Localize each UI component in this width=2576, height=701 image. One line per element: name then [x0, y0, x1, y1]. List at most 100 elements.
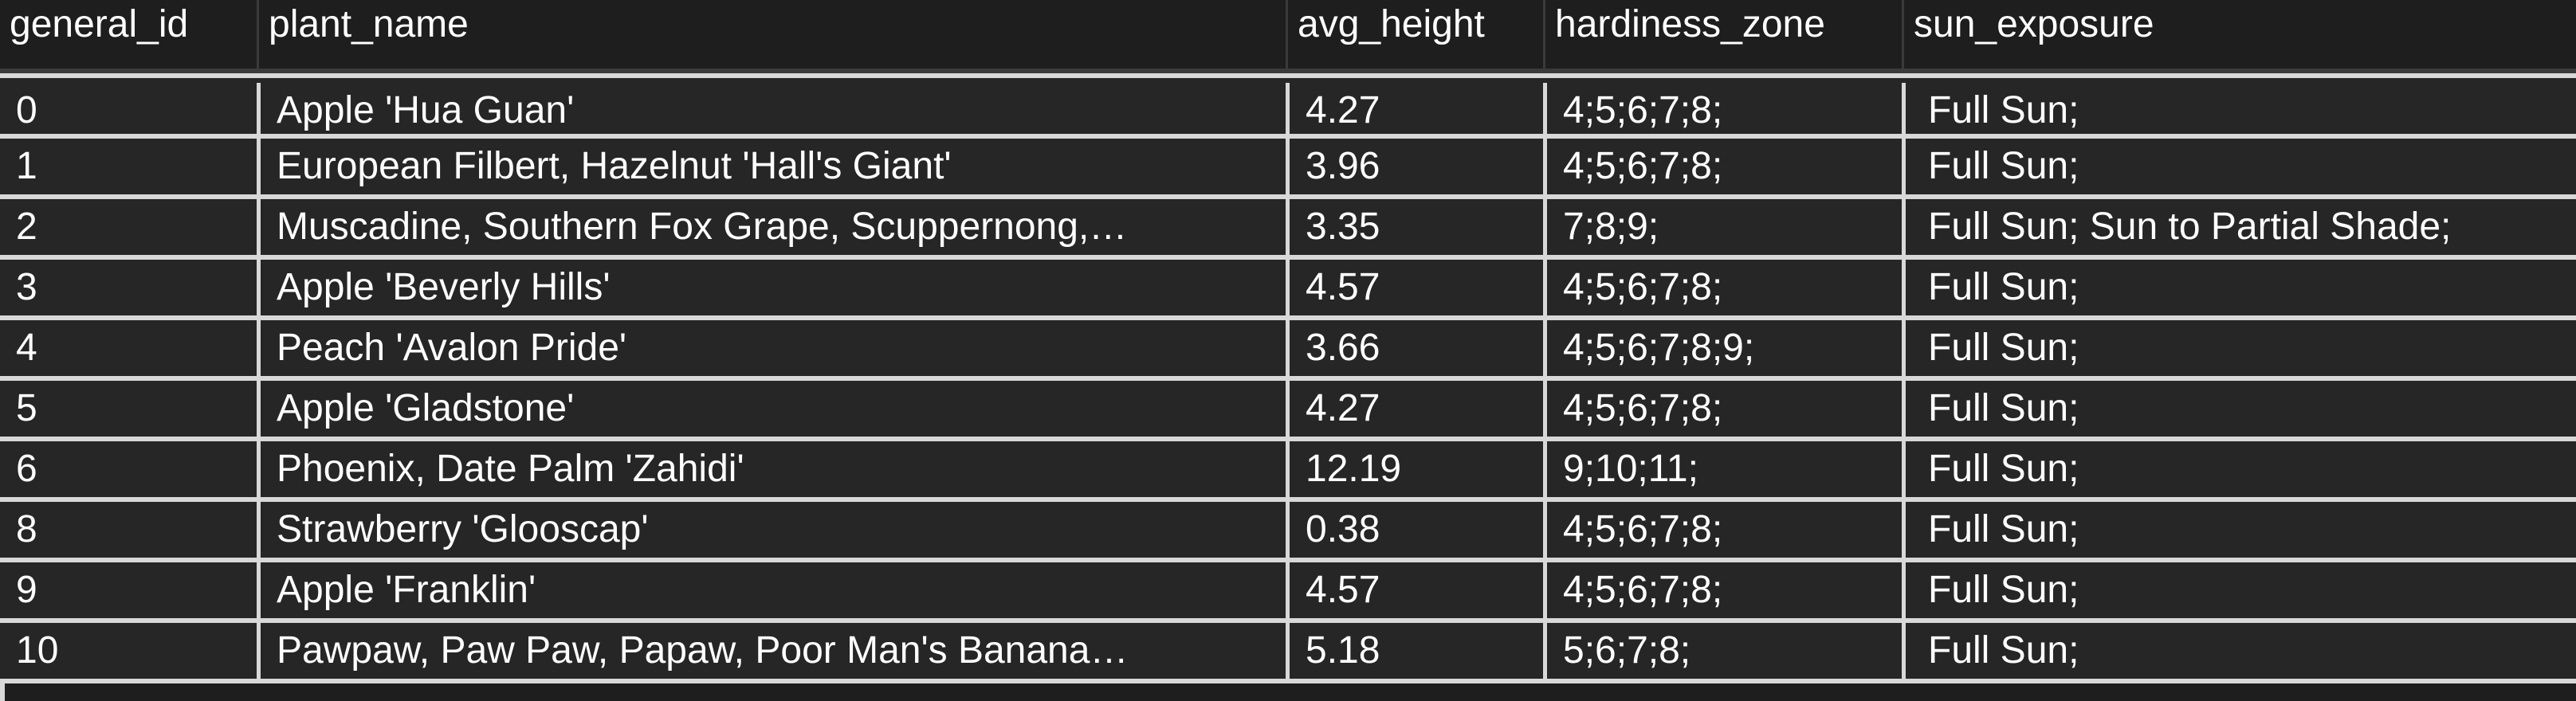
- column-divider[interactable]: [1543, 0, 1545, 69]
- table-row[interactable]: 4 Peach 'Avalon Pride' 3.66 4;5;6;7;8;9; Ful…: [0, 320, 2576, 381]
- cell-sun-exposure[interactable]: Full Sun;: [1928, 327, 2079, 369]
- cell-general-id[interactable]: 5: [16, 387, 37, 429]
- cell-divider: [1286, 320, 1290, 376]
- cell-divider: [1286, 139, 1290, 194]
- cell-divider: [1543, 562, 1547, 618]
- cell-divider: [1543, 320, 1547, 376]
- table-row[interactable]: 0 Apple 'Hua Guan' 4.27 4;5;6;7;8; Full Sun;: [0, 73, 2576, 139]
- cell-avg-height[interactable]: 5.18: [1306, 629, 1380, 672]
- cell-avg-height[interactable]: 3.66: [1306, 327, 1380, 369]
- cell-sun-exposure[interactable]: Full Sun;: [1928, 629, 2079, 672]
- column-divider[interactable]: [1286, 0, 1288, 69]
- cell-divider: [1902, 562, 1906, 618]
- cell-general-id[interactable]: 9: [16, 569, 37, 611]
- cell-plant-name[interactable]: European Filbert, Hazelnut 'Hall's Giant…: [277, 145, 952, 187]
- cell-divider: [1286, 199, 1290, 255]
- cell-divider: [1286, 562, 1290, 618]
- cell-plant-name[interactable]: Phoenix, Date Palm 'Zahidi': [277, 448, 744, 490]
- cell-plant-name[interactable]: Strawberry 'Glooscap': [277, 508, 649, 550]
- cell-avg-height[interactable]: 12.19: [1306, 448, 1402, 490]
- cell-avg-height[interactable]: 0.38: [1306, 508, 1380, 550]
- cell-sun-exposure[interactable]: Full Sun;: [1928, 387, 2079, 429]
- cell-general-id[interactable]: 3: [16, 266, 37, 308]
- table-row[interactable]: 2 Muscadine, Southern Fox Grape, Scuppern…: [0, 199, 2576, 260]
- cell-divider: [1286, 260, 1290, 315]
- cell-divider: [1286, 381, 1290, 437]
- cell-divider: [1902, 260, 1906, 315]
- cell-divider: [257, 562, 261, 618]
- cell-sun-exposure[interactable]: Full Sun; Sun to Partial Shade;: [1928, 206, 2452, 248]
- cell-avg-height[interactable]: 3.35: [1306, 206, 1380, 248]
- column-header-plant-name[interactable]: plant_name: [269, 3, 469, 45]
- cell-plant-name[interactable]: Peach 'Avalon Pride': [277, 327, 627, 369]
- cell-general-id[interactable]: 4: [16, 327, 37, 369]
- cell-sun-exposure[interactable]: Full Sun;: [1928, 448, 2079, 490]
- cell-divider: [1902, 139, 1906, 194]
- table-row[interactable]: 8 Strawberry 'Glooscap' 0.38 4;5;6;7;8; Full…: [0, 502, 2576, 562]
- cell-sun-exposure[interactable]: Full Sun;: [1928, 145, 2079, 187]
- cell-general-id[interactable]: 10: [16, 629, 59, 672]
- column-divider[interactable]: [257, 0, 259, 69]
- cell-plant-name[interactable]: Apple 'Gladstone': [277, 387, 575, 429]
- column-header-avg-height[interactable]: avg_height: [1298, 3, 1485, 45]
- cell-hardiness-zone[interactable]: 9;10;11;: [1563, 448, 1698, 490]
- column-divider[interactable]: [1902, 0, 1904, 69]
- cell-sun-exposure[interactable]: Full Sun;: [1928, 89, 2079, 131]
- table-row[interactable]: 5 Apple 'Gladstone' 4.27 4;5;6;7;8; Full Sun…: [0, 381, 2576, 441]
- cell-hardiness-zone[interactable]: 4;5;6;7;8;: [1563, 89, 1723, 131]
- cell-general-id[interactable]: 0: [16, 89, 37, 131]
- cell-avg-height[interactable]: 4.57: [1306, 266, 1380, 308]
- cell-avg-height[interactable]: 4.57: [1306, 569, 1380, 611]
- table-row[interactable]: 9 Apple 'Franklin' 4.57 4;5;6;7;8; Full Sun;: [0, 562, 2576, 623]
- cell-plant-name[interactable]: Pawpaw, Paw Paw, Papaw, Poor Man's Banan…: [277, 629, 1129, 672]
- cell-plant-name[interactable]: Apple 'Franklin': [277, 569, 536, 611]
- table-header: general_id plant_name avg_height hardine…: [0, 0, 2576, 73]
- cell-divider: [1902, 381, 1906, 437]
- cell-general-id[interactable]: 8: [16, 508, 37, 550]
- cell-divider: [257, 199, 261, 255]
- table-row[interactable]: 1 European Filbert, Hazelnut 'Hall's Gian…: [0, 139, 2576, 199]
- cell-sun-exposure[interactable]: Full Sun;: [1928, 266, 2079, 308]
- cell-divider: [1902, 83, 1906, 139]
- cell-hardiness-zone[interactable]: 4;5;6;7;8;: [1563, 145, 1723, 187]
- cell-divider: [257, 502, 261, 558]
- cell-hardiness-zone[interactable]: 7;8;9;: [1563, 206, 1659, 248]
- cell-divider: [1543, 502, 1547, 558]
- cell-hardiness-zone[interactable]: 4;5;6;7;8;9;: [1563, 327, 1755, 369]
- cell-divider: [1902, 502, 1906, 558]
- cell-divider: [1286, 83, 1290, 139]
- cell-divider: [1286, 502, 1290, 558]
- cell-general-id[interactable]: 6: [16, 448, 37, 490]
- cell-divider: [257, 381, 261, 437]
- column-header-general-id[interactable]: general_id: [10, 3, 189, 45]
- cell-divider: [1543, 199, 1547, 255]
- cell-hardiness-zone[interactable]: 4;5;6;7;8;: [1563, 569, 1723, 611]
- cell-plant-name[interactable]: Apple 'Beverly Hills': [277, 266, 611, 308]
- cell-hardiness-zone[interactable]: 5;6;7;8;: [1563, 629, 1691, 672]
- cell-avg-height[interactable]: 3.96: [1306, 145, 1380, 187]
- cell-plant-name[interactable]: Apple 'Hua Guan': [277, 89, 575, 131]
- table-row[interactable]: 10 Pawpaw, Paw Paw, Papaw, Poor Man's Ban…: [0, 623, 2576, 683]
- cell-divider: [257, 441, 261, 497]
- cell-divider: [1902, 320, 1906, 376]
- cell-divider: [257, 320, 261, 376]
- cell-avg-height[interactable]: 4.27: [1306, 89, 1380, 131]
- cell-sun-exposure[interactable]: Full Sun;: [1928, 508, 2079, 550]
- column-header-sun-exposure[interactable]: sun_exposure: [1914, 3, 2154, 45]
- cell-divider: [1902, 441, 1906, 497]
- cell-sun-exposure[interactable]: Full Sun;: [1928, 569, 2079, 611]
- cell-general-id[interactable]: 1: [16, 145, 37, 187]
- cell-divider: [257, 623, 261, 679]
- cell-hardiness-zone[interactable]: 4;5;6;7;8;: [1563, 266, 1723, 308]
- cell-plant-name[interactable]: Muscadine, Southern Fox Grape, Scupperno…: [277, 206, 1128, 248]
- cell-avg-height[interactable]: 4.27: [1306, 387, 1380, 429]
- cell-hardiness-zone[interactable]: 4;5;6;7;8;: [1563, 387, 1723, 429]
- cell-divider: [257, 260, 261, 315]
- table-row[interactable]: 3 Apple 'Beverly Hills' 4.57 4;5;6;7;8; Full…: [0, 260, 2576, 320]
- cell-divider: [1902, 623, 1906, 679]
- table-row[interactable]: 6 Phoenix, Date Palm 'Zahidi' 12.19 9;10;11…: [0, 441, 2576, 502]
- cell-general-id[interactable]: 2: [16, 206, 37, 248]
- cell-hardiness-zone[interactable]: 4;5;6;7;8;: [1563, 508, 1723, 550]
- column-header-hardiness-zone[interactable]: hardiness_zone: [1555, 3, 1825, 45]
- cell-divider: [1543, 623, 1547, 679]
